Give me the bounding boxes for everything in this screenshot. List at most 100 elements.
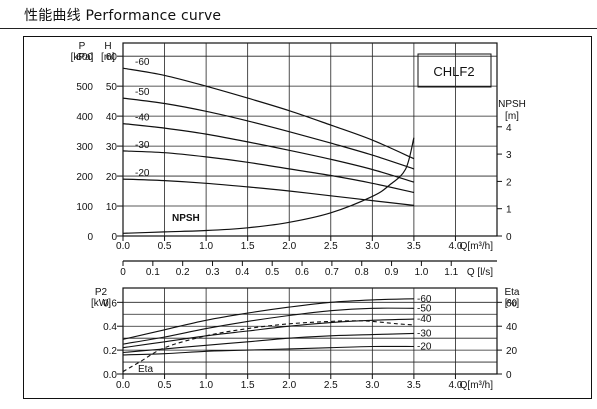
npsh-curve-label: NPSH — [172, 213, 200, 224]
p2-axis-unit: [kW] — [91, 298, 111, 309]
p2-tick-label: 0.0 — [103, 370, 117, 381]
head-chart-frame — [122, 42, 498, 237]
page-title: 性能曲线 Performance curve — [24, 8, 222, 24]
model-label: CHLF2 — [433, 64, 474, 79]
p-tick-label: 0 — [87, 232, 93, 243]
power-curve-20 — [122, 345, 414, 356]
ls-tick-label: 1.0 — [414, 267, 428, 278]
power-chart-frame — [122, 287, 498, 375]
p-tick-label: 500 — [76, 82, 93, 93]
h-tick-label: 0 — [111, 232, 117, 243]
head-curve-40 — [122, 123, 415, 183]
power-curve-label: -40 — [417, 314, 432, 325]
ls-tick-label: 0.5 — [265, 267, 279, 278]
head-x-tick-label: 3.0 — [365, 241, 379, 252]
h-tick-label: 20 — [106, 172, 118, 183]
power-x-tick-label: 1.5 — [241, 380, 255, 391]
ls-tick-label: 0.2 — [176, 267, 190, 278]
power-x-tick-label: 0.0 — [116, 380, 130, 391]
head-curve-label: -40 — [135, 113, 150, 124]
power-x-tick-label: 1.0 — [199, 380, 213, 391]
power-curve-label: -20 — [417, 342, 432, 353]
head-x-tick-label: 2.0 — [282, 241, 296, 252]
p-tick-label: 400 — [76, 112, 93, 123]
h-axis-unit: [m] — [101, 52, 115, 63]
power-curve-50 — [122, 307, 414, 345]
power-curve-label: -60 — [417, 294, 432, 305]
npsh-curve — [122, 137, 415, 234]
head-curve-label: -50 — [135, 87, 150, 98]
ls-tick-label: 0.6 — [295, 267, 309, 278]
p2-tick-label: 0.2 — [103, 346, 117, 357]
npsh-tick-label: 3 — [506, 150, 512, 161]
eta-curve-label: Eta — [138, 364, 153, 375]
h-tick-label: 50 — [106, 82, 118, 93]
npsh-axis-label: NPSH — [498, 99, 526, 110]
head-curve-label: -20 — [135, 168, 150, 179]
npsh-tick-label: 2 — [506, 177, 512, 188]
eta-tick-label: 20 — [506, 346, 518, 357]
p-tick-label: 600 — [76, 52, 93, 63]
ls-tick-label: 0.7 — [325, 267, 339, 278]
power-curve-30 — [122, 332, 414, 354]
power-curve-label: -30 — [417, 328, 432, 339]
h-axis-label: H — [104, 41, 111, 52]
head-curve-50 — [122, 97, 415, 170]
eta-curve — [122, 320, 414, 373]
model-label-box — [417, 53, 492, 88]
power-x-tick-label: 2.0 — [282, 380, 296, 391]
h-tick-label: 40 — [106, 112, 118, 123]
head-x-tick-label: 0.0 — [116, 241, 130, 252]
chart-frame — [23, 36, 592, 399]
head-curve-20 — [122, 178, 414, 206]
eta-tick-label: 40 — [506, 322, 518, 333]
p-tick-label: 100 — [76, 202, 93, 213]
power-x-tick-label: 0.5 — [158, 380, 172, 391]
ls-tick-label: 0.3 — [206, 267, 220, 278]
head-x-tick-label: 1.0 — [199, 241, 213, 252]
eta-axis-label: Eta — [504, 287, 519, 298]
p2-tick-label: 0.4 — [103, 322, 117, 333]
ls-tick-label: 0.8 — [355, 267, 369, 278]
power-x-tick-label: 3.5 — [407, 380, 421, 391]
power-curve-60 — [122, 298, 414, 340]
npsh-tick-label: 4 — [506, 123, 512, 134]
h-tick-label: 10 — [106, 202, 118, 213]
ls-tick-label: 0 — [120, 267, 126, 278]
p-tick-label: 200 — [76, 172, 93, 183]
ls-tick-label: 0.4 — [235, 267, 249, 278]
head-x-tick-label: 3.5 — [407, 241, 421, 252]
h-tick-label: 30 — [106, 142, 118, 153]
head-x-tick-label: 2.5 — [324, 241, 338, 252]
ls-tick-label: 0.9 — [385, 267, 399, 278]
head-x-unit: Q[m³/h] — [460, 241, 494, 252]
p2-tick-label: 0.6 — [103, 298, 117, 309]
head-curve-60 — [122, 67, 415, 160]
power-x-tick-label: 4.0 — [448, 380, 462, 391]
head-curve-label: -30 — [135, 140, 150, 151]
ls-axis-unit: Q [l/s] — [467, 267, 493, 278]
head-x-tick-label: 4.0 — [448, 241, 462, 252]
p-tick-label: 300 — [76, 142, 93, 153]
eta-tick-label: 0 — [506, 370, 512, 381]
eta-axis-unit: [%] — [505, 298, 520, 309]
h-tick-label: 60 — [106, 52, 118, 63]
power-x-tick-label: 2.5 — [324, 380, 338, 391]
npsh-axis-unit: [m] — [505, 111, 519, 122]
power-curve-40 — [122, 318, 414, 349]
head-x-tick-label: 1.5 — [241, 241, 255, 252]
ls-tick-label: 0.1 — [146, 267, 160, 278]
ls-tick-label: 1.1 — [444, 267, 458, 278]
p-axis-label: P — [79, 41, 86, 52]
p-axis-unit: [kPa] — [71, 52, 94, 63]
head-curve-30 — [122, 150, 415, 194]
head-curve-label: -60 — [135, 57, 150, 68]
eta-tick-label: 60 — [506, 298, 518, 309]
power-x-tick-label: 3.0 — [365, 380, 379, 391]
npsh-tick-label: 1 — [506, 205, 512, 216]
p2-axis-label: P2 — [95, 287, 108, 298]
npsh-tick-label: 0 — [506, 232, 512, 243]
header-divider — [0, 28, 597, 29]
head-x-tick-label: 0.5 — [158, 241, 172, 252]
